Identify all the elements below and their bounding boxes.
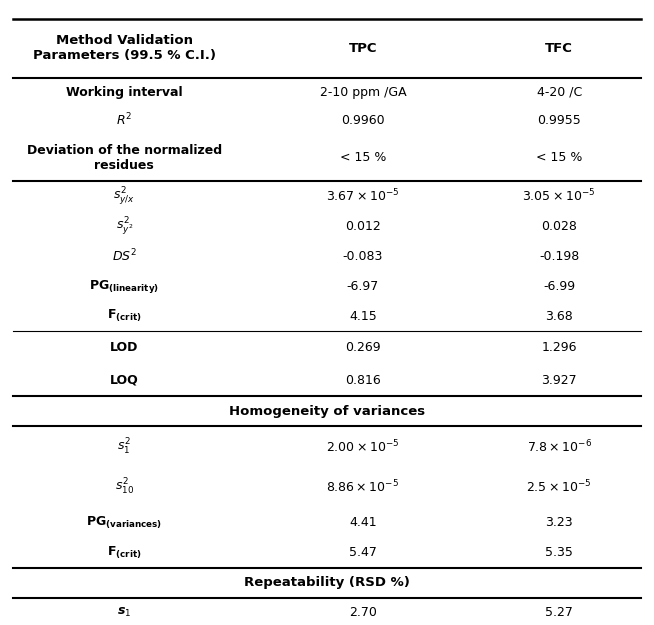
Text: 0.9960: 0.9960 [341, 114, 385, 127]
Text: F$_{\mathregular{(crit)}}$: F$_{\mathregular{(crit)}}$ [107, 308, 141, 324]
Text: $7.8\times10^{-6}$: $7.8\times10^{-6}$ [526, 438, 592, 455]
Text: $s^{2}_{y^{2}}$: $s^{2}_{y^{2}}$ [116, 215, 133, 238]
Text: 0.028: 0.028 [542, 220, 577, 232]
Text: 3.927: 3.927 [542, 374, 577, 386]
Text: $2.5\times10^{-5}$: $2.5\times10^{-5}$ [526, 479, 592, 496]
Text: LOQ: LOQ [110, 374, 139, 386]
Text: F$_{\mathregular{(crit)}}$: F$_{\mathregular{(crit)}}$ [107, 544, 141, 561]
Text: $8.86\times10^{-5}$: $8.86\times10^{-5}$ [326, 479, 400, 496]
Text: 4.41: 4.41 [349, 516, 377, 529]
Text: 2.70: 2.70 [349, 606, 377, 619]
Text: $3.05\times10^{-5}$: $3.05\times10^{-5}$ [523, 188, 596, 204]
Text: $3.67\times10^{-5}$: $3.67\times10^{-5}$ [326, 188, 400, 204]
Text: 3.23: 3.23 [545, 516, 573, 529]
Text: Deviation of the normalized
residues: Deviation of the normalized residues [27, 144, 222, 172]
Text: 4-20 /C: 4-20 /C [536, 86, 582, 99]
Text: 5.27: 5.27 [545, 606, 573, 619]
Text: TPC: TPC [349, 42, 377, 55]
Text: -6.99: -6.99 [543, 280, 576, 292]
Text: TFC: TFC [545, 42, 573, 55]
Text: LOD: LOD [110, 341, 139, 354]
Text: 4.15: 4.15 [349, 310, 377, 322]
Text: < 15 %: < 15 % [536, 151, 582, 164]
Text: < 15 %: < 15 % [340, 151, 386, 164]
Text: $\boldsymbol{s}_{1}$: $\boldsymbol{s}_{1}$ [117, 606, 131, 619]
Text: Method Validation
Parameters (99.5 % C.I.): Method Validation Parameters (99.5 % C.I… [33, 34, 216, 62]
Text: Working interval: Working interval [66, 86, 182, 99]
Text: $s^{2}_{10}$: $s^{2}_{10}$ [114, 477, 134, 498]
Text: $s^{2}_{y/x}$: $s^{2}_{y/x}$ [113, 185, 135, 208]
Text: 5.35: 5.35 [545, 546, 573, 559]
Text: $\mathit{DS}^{2}$: $\mathit{DS}^{2}$ [112, 248, 137, 264]
Text: PG$_{\mathregular{(linearity)}}$: PG$_{\mathregular{(linearity)}}$ [89, 278, 160, 295]
Text: PG$_{\mathregular{(variances)}}$: PG$_{\mathregular{(variances)}}$ [86, 514, 162, 531]
Text: $2.00\times10^{-5}$: $2.00\times10^{-5}$ [326, 438, 400, 455]
Text: 3.68: 3.68 [545, 310, 573, 322]
Text: $s^{2}_{1}$: $s^{2}_{1}$ [118, 436, 131, 457]
Text: -0.083: -0.083 [343, 250, 383, 262]
Text: 1.296: 1.296 [542, 341, 577, 354]
Text: $\mathit{R}^{2}$: $\mathit{R}^{2}$ [116, 112, 132, 129]
Text: 0.816: 0.816 [345, 374, 381, 386]
Text: -0.198: -0.198 [539, 250, 579, 262]
Text: Homogeneity of variances: Homogeneity of variances [229, 405, 425, 418]
Text: 0.9955: 0.9955 [538, 114, 581, 127]
Text: Repeatability (RSD %): Repeatability (RSD %) [244, 576, 410, 589]
Text: 0.012: 0.012 [345, 220, 381, 232]
Text: 0.269: 0.269 [345, 341, 381, 354]
Text: 5.47: 5.47 [349, 546, 377, 559]
Text: -6.97: -6.97 [347, 280, 379, 292]
Text: 2-10 ppm /GA: 2-10 ppm /GA [320, 86, 406, 99]
